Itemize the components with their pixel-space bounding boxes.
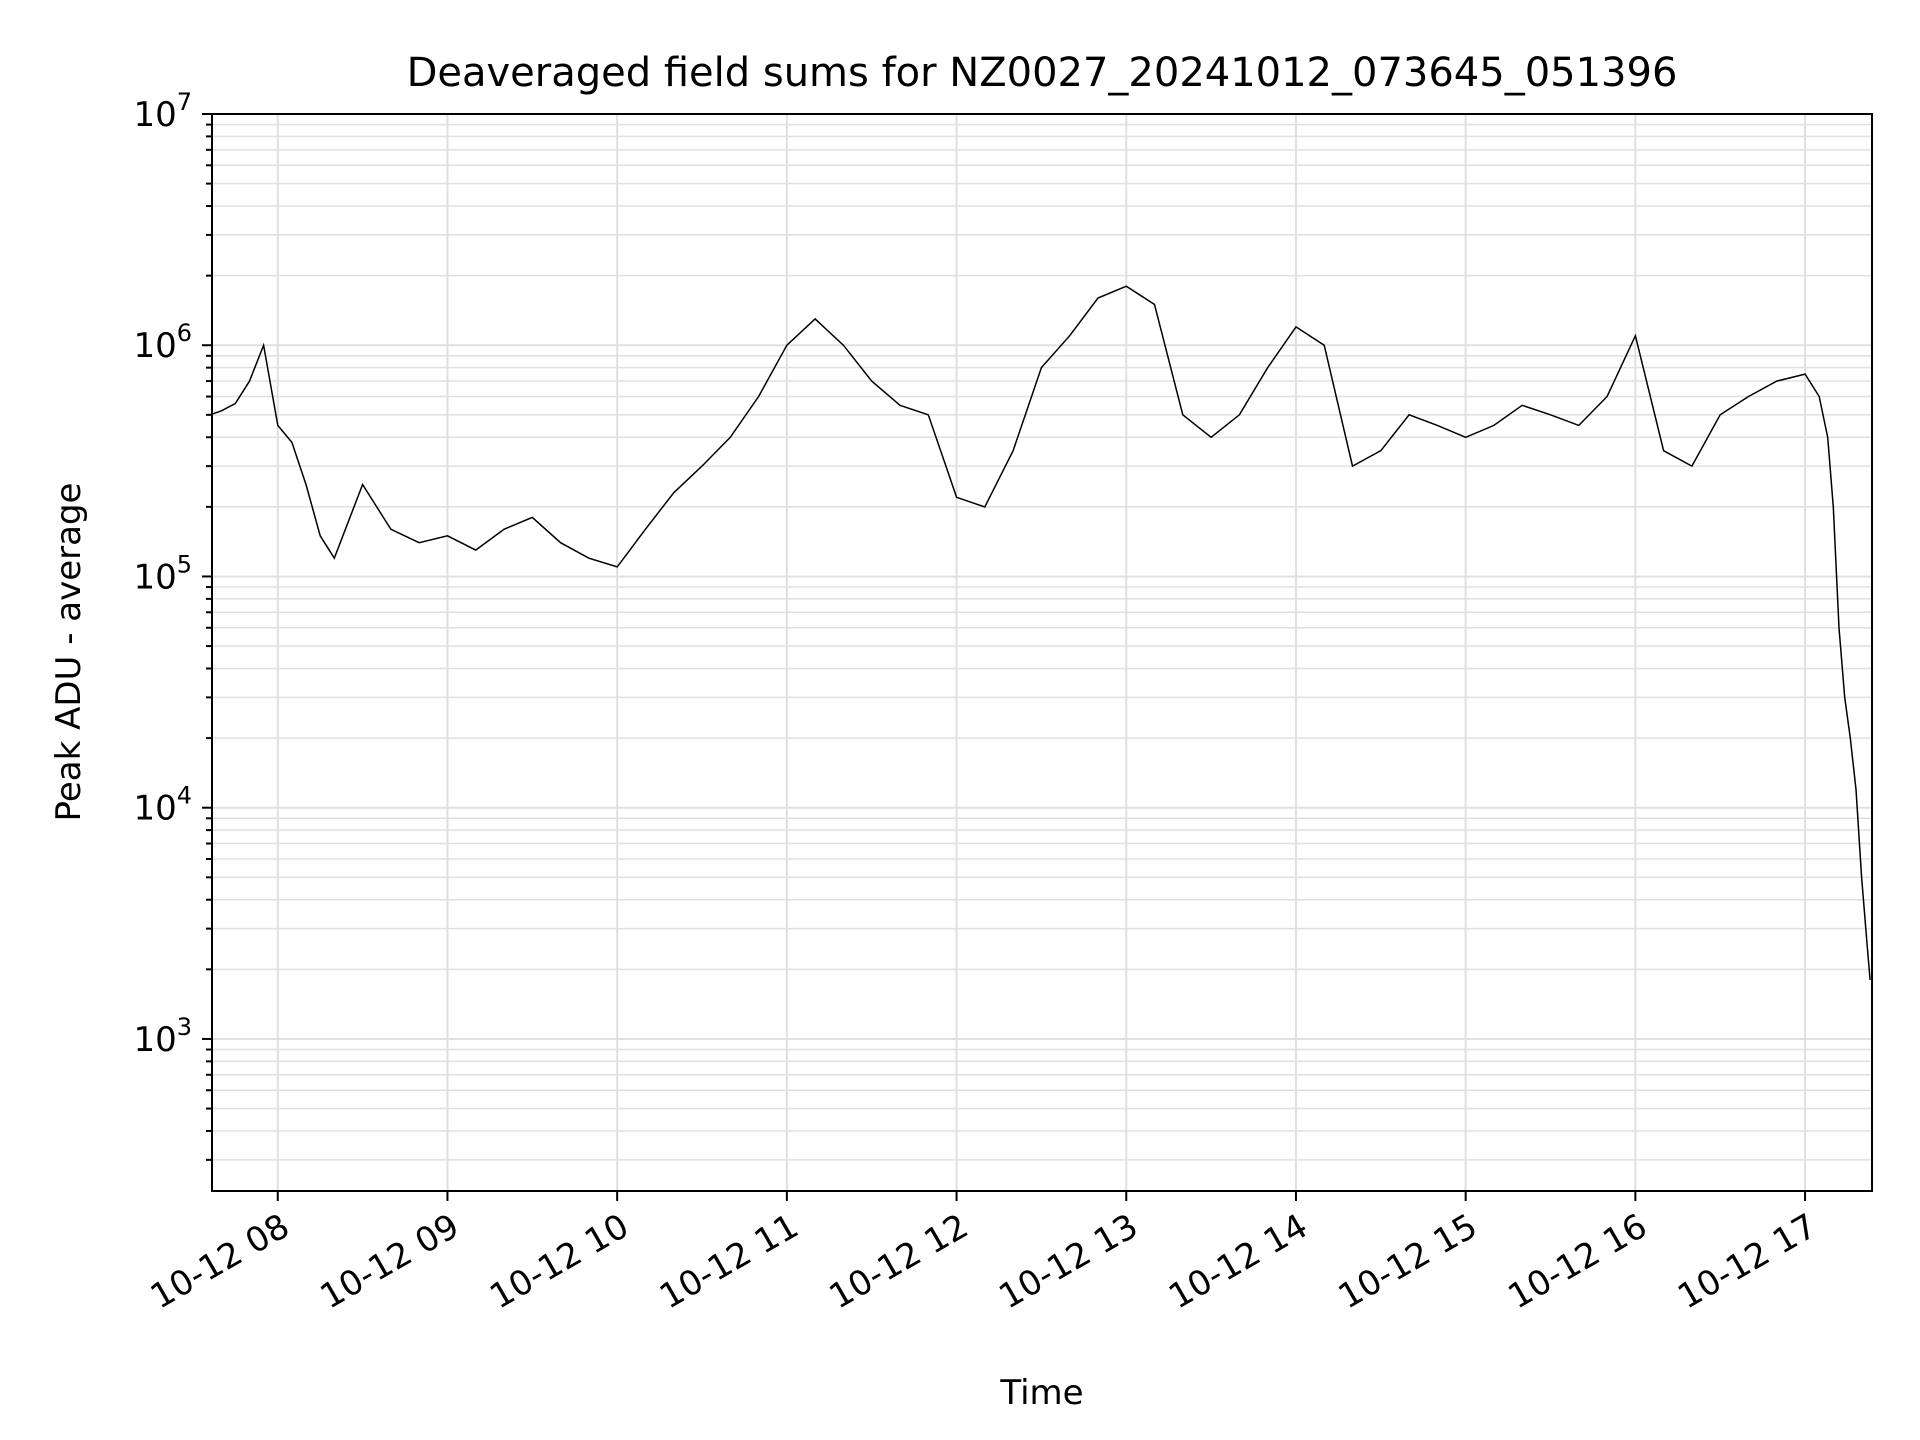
y-tick-label: 103 — [133, 1013, 192, 1060]
y-tick-label: 105 — [133, 550, 192, 597]
series-layer — [209, 285, 1871, 980]
y-axis-label: Peak ADU - average — [49, 483, 89, 822]
y-tick-label: 106 — [133, 319, 192, 366]
x-axis-label: Time — [999, 1373, 1083, 1413]
y-tick-label: 107 — [133, 88, 192, 135]
chart-title: Deaveraged field sums for NZ0027_2024101… — [407, 50, 1678, 96]
y-axis: 103 104 105 106 107 — [133, 88, 212, 1161]
series-line — [209, 285, 1871, 980]
grid-lines — [212, 114, 1872, 1191]
y-tick-label: 104 — [133, 782, 192, 829]
plot-frame — [211, 113, 1873, 1192]
